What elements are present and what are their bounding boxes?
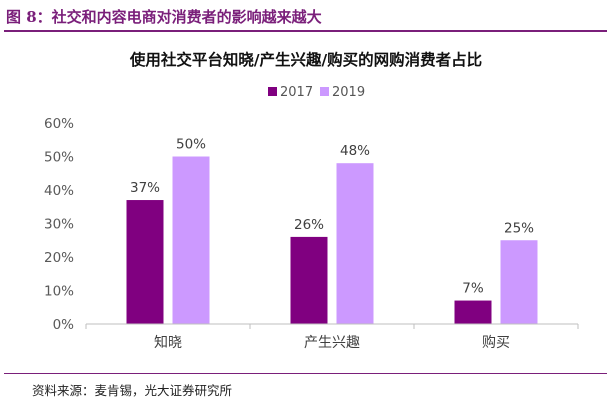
- chart-legend: 2017 2019: [268, 85, 365, 100]
- y-tick-label: 40%: [44, 183, 74, 199]
- data-label-2019-1: 48%: [340, 143, 370, 159]
- y-tick-label: 20%: [44, 250, 74, 266]
- bars: 37% 50% 26% 48% 7% 25%: [126, 137, 538, 324]
- bar-chart: 使用社交平台知晓/产生兴趣/购买的网购消费者占比 2017 2019 0% 10% 2…: [44, 50, 579, 351]
- bar-2017-1: [290, 236, 328, 324]
- source-note: 资料来源：麦肯锡，光大证券研究所: [32, 383, 233, 398]
- data-label-2017-1: 26%: [294, 217, 324, 233]
- bar-2019-0: [172, 156, 210, 324]
- figure-title: 图 8：社交和内容电商对消费者的影响越来越大: [6, 8, 322, 26]
- legend-swatch-2019: [320, 87, 329, 96]
- chart-title: 使用社交平台知晓/产生兴趣/购买的网购消费者占比: [129, 50, 482, 69]
- legend-label-2017: 2017: [280, 85, 313, 100]
- data-label-2019-0: 50%: [176, 137, 206, 153]
- figure-top-rule: [4, 30, 607, 32]
- legend-label-2019: 2019: [332, 85, 365, 100]
- x-tick-label: 购买: [482, 335, 510, 351]
- bar-2019-2: [500, 240, 538, 324]
- x-axis: 知晓 产生兴趣 购买: [85, 323, 579, 351]
- y-axis: 0% 10% 20% 30% 40% 50% 60%: [44, 116, 74, 333]
- figure-bottom-rule: [4, 373, 607, 374]
- bar-2019-1: [336, 163, 374, 324]
- bar-2017-0: [126, 200, 164, 324]
- y-tick-label: 0%: [53, 317, 75, 333]
- y-tick-label: 10%: [44, 284, 74, 300]
- data-label-2017-2: 7%: [462, 281, 484, 297]
- x-tick-label: 产生兴趣: [304, 335, 360, 351]
- y-tick-label: 60%: [44, 116, 74, 132]
- x-tick-label: 知晓: [154, 334, 182, 351]
- legend-swatch-2017: [268, 87, 277, 96]
- data-label-2017-0: 37%: [130, 180, 160, 196]
- data-label-2019-2: 25%: [504, 220, 534, 236]
- bar-2017-2: [454, 300, 492, 324]
- y-tick-label: 50%: [44, 150, 74, 166]
- y-tick-label: 30%: [44, 217, 74, 233]
